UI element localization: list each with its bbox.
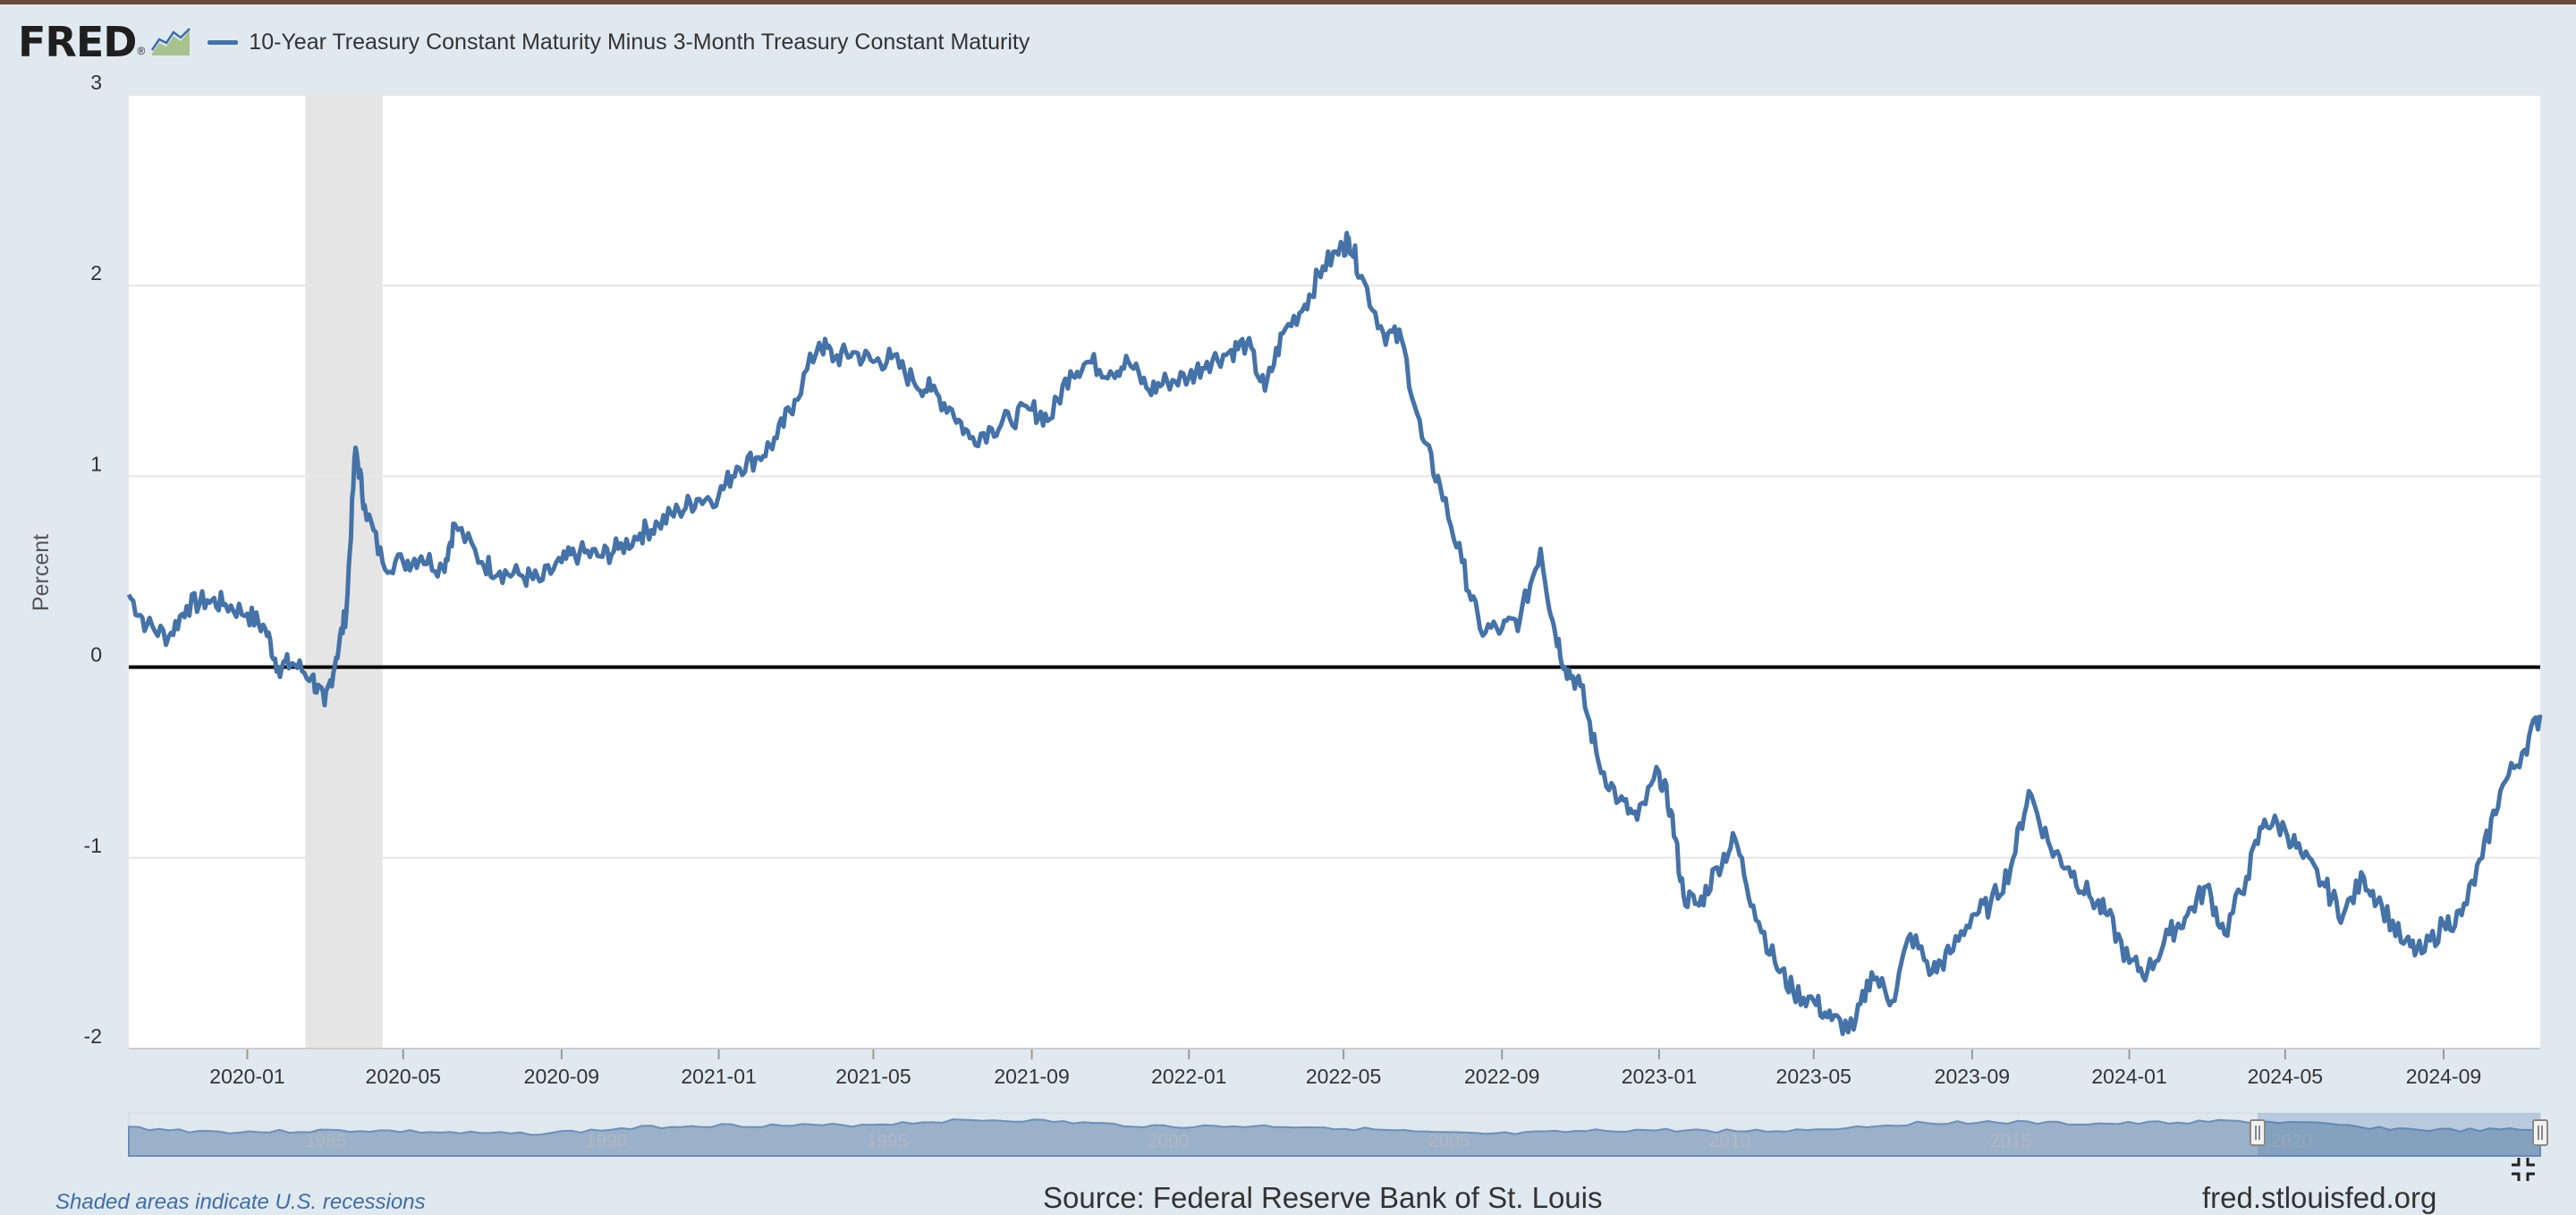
chart-legend[interactable]: 10-Year Treasury Constant Maturity Minus… bbox=[208, 30, 1030, 55]
y-tick-label: 3 bbox=[90, 71, 102, 94]
navigator-tick-label: 1990 bbox=[586, 1131, 628, 1151]
navigator-tick-label: 1995 bbox=[867, 1131, 909, 1151]
fred-graph-icon[interactable] bbox=[150, 27, 192, 57]
x-tick-label: 2020-05 bbox=[366, 1065, 441, 1088]
x-tick-label: 2024-09 bbox=[2406, 1065, 2481, 1088]
x-tick-label: 2022-09 bbox=[1464, 1065, 1539, 1088]
y-tick-label: -1 bbox=[84, 834, 102, 857]
navigator-tick-label: 2000 bbox=[1148, 1131, 1190, 1151]
y-tick-label: 2 bbox=[90, 261, 102, 285]
series-line bbox=[126, 231, 2543, 1037]
fred-url-link[interactable]: fred.stlouisfed.org bbox=[2202, 1181, 2437, 1214]
top-accent-bar bbox=[0, 0, 2576, 4]
legend-swatch bbox=[208, 39, 239, 45]
x-tick-label: 2022-01 bbox=[1151, 1065, 1226, 1088]
fullscreen-icon[interactable] bbox=[2510, 1156, 2537, 1183]
x-tick-label: 2021-09 bbox=[994, 1065, 1069, 1088]
x-tick-label: 2020-09 bbox=[524, 1065, 599, 1088]
navigator-handle[interactable] bbox=[2250, 1119, 2266, 1146]
y-tick-label: 1 bbox=[90, 452, 102, 475]
x-tick-label: 2023-05 bbox=[1776, 1065, 1852, 1088]
logo-registered-mark: ® bbox=[137, 45, 146, 57]
fred-logo[interactable]: FRED bbox=[18, 18, 137, 66]
recession-band bbox=[305, 95, 383, 1049]
x-tick-label: 2022-05 bbox=[1306, 1065, 1381, 1088]
navigator-series bbox=[128, 1118, 2541, 1157]
source-text: Source: Federal Reserve Bank of St. Loui… bbox=[1043, 1181, 1603, 1214]
x-tick-label: 2024-01 bbox=[2091, 1065, 2166, 1088]
x-tick-label: 2020-01 bbox=[209, 1065, 284, 1088]
navigator-tick-label: 2010 bbox=[1709, 1131, 1751, 1151]
chart-header: FRED ® 10-Year Treasury Constant Maturit… bbox=[18, 20, 1030, 64]
y-tick-label: -2 bbox=[84, 1024, 102, 1048]
navigator-tick-label: 2020 bbox=[2271, 1131, 2313, 1151]
x-tick-label: 2021-01 bbox=[681, 1065, 756, 1088]
legend-label: 10-Year Treasury Constant Maturity Minus… bbox=[249, 29, 1030, 55]
x-tick-label: 2023-09 bbox=[1935, 1065, 2010, 1088]
y-tick-label: 0 bbox=[90, 643, 102, 667]
recession-note: Shaded areas indicate U.S. recessions bbox=[55, 1190, 426, 1214]
navigator-tick-label: 2005 bbox=[1428, 1131, 1470, 1151]
navigator-tick-label: 1985 bbox=[305, 1131, 347, 1151]
navigator-tick-label: 2015 bbox=[1990, 1131, 2032, 1151]
x-tick-label: 2021-05 bbox=[835, 1065, 911, 1088]
y-axis-label: Percent bbox=[29, 534, 54, 611]
x-tick-label: 2023-01 bbox=[1622, 1065, 1697, 1088]
navigator-selection bbox=[2258, 1113, 2540, 1156]
x-tick-label: 2024-05 bbox=[2248, 1065, 2323, 1088]
navigator-handle[interactable] bbox=[2532, 1119, 2548, 1146]
